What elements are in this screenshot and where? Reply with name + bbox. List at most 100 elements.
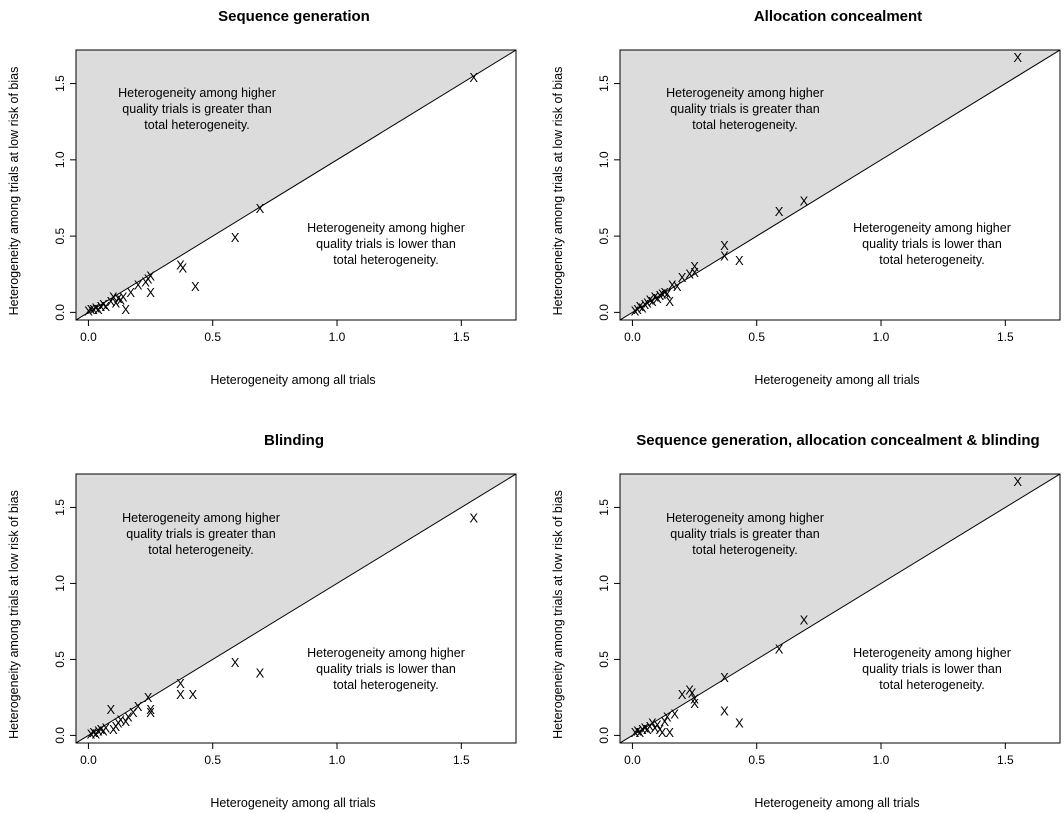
upper-annotation-line: Heterogeneity among higher bbox=[666, 511, 824, 525]
x-tick-label: 0.5 bbox=[748, 753, 765, 767]
data-point: X bbox=[109, 290, 118, 305]
data-point: X bbox=[660, 714, 669, 729]
upper-annotation-line: Heterogeneity among higher bbox=[122, 511, 280, 525]
data-point: X bbox=[126, 285, 135, 300]
data-point: X bbox=[141, 274, 150, 289]
y-tick-label: 0.0 bbox=[597, 727, 611, 744]
data-point: X bbox=[800, 194, 809, 209]
x-tick-label: 0.5 bbox=[204, 330, 221, 344]
data-point: X bbox=[660, 285, 669, 300]
y-tick-label: 0.0 bbox=[597, 304, 611, 321]
upper-annotation-line: quality trials is greater than bbox=[122, 102, 271, 116]
chart-title: Allocation concealment bbox=[754, 8, 922, 25]
x-tick-label: 0.5 bbox=[204, 753, 221, 767]
plot-frame bbox=[75, 49, 517, 321]
data-point: X bbox=[89, 302, 98, 317]
data-point: X bbox=[663, 710, 672, 725]
lower-annotation-line: total heterogeneity. bbox=[879, 678, 984, 692]
y-axis-label: Heterogeneity among trials at low risk o… bbox=[551, 490, 565, 739]
data-point: X bbox=[670, 707, 679, 722]
y-tick-label: 0.5 bbox=[597, 227, 611, 244]
data-point: X bbox=[109, 722, 118, 737]
upper-annotation-line: total heterogeneity. bbox=[148, 543, 253, 557]
data-point: X bbox=[469, 70, 478, 85]
data-point: X bbox=[106, 294, 115, 309]
lower-annotation-line: quality trials is lower than bbox=[862, 662, 1002, 676]
x-axis-label: Heterogeneity among all trials bbox=[210, 796, 375, 810]
data-point: X bbox=[256, 666, 265, 681]
data-point: X bbox=[99, 297, 108, 312]
y-tick-label: 0.0 bbox=[53, 727, 67, 744]
data-point: X bbox=[650, 720, 659, 735]
data-point: X bbox=[144, 690, 153, 705]
data-point: X bbox=[663, 287, 672, 302]
data-point: X bbox=[655, 288, 664, 303]
data-point: X bbox=[690, 691, 699, 706]
data-point: X bbox=[645, 719, 654, 734]
data-point: X bbox=[146, 268, 155, 283]
data-point: X bbox=[134, 277, 143, 292]
data-point: X bbox=[633, 723, 642, 738]
data-point: X bbox=[735, 253, 744, 268]
upper-annotation-line: total heterogeneity. bbox=[144, 118, 249, 132]
data-point: X bbox=[638, 300, 647, 315]
data-point: X bbox=[636, 299, 645, 314]
data-point: X bbox=[775, 641, 784, 656]
data-point: X bbox=[189, 687, 198, 702]
lower-annotation-line: total heterogeneity. bbox=[333, 678, 438, 692]
data-point: X bbox=[94, 723, 103, 738]
data-point: X bbox=[111, 296, 120, 311]
y-axis-label: Heterogeneity among trials at low risk o… bbox=[7, 67, 21, 316]
lower-annotation-line: total heterogeneity. bbox=[879, 253, 984, 267]
x-tick-label: 1.0 bbox=[329, 330, 346, 344]
data-point: X bbox=[800, 612, 809, 627]
data-point: X bbox=[678, 270, 687, 285]
data-point: X bbox=[641, 297, 650, 312]
x-tick-label: 0.0 bbox=[80, 753, 97, 767]
chart-title: Sequence generation, allocation concealm… bbox=[636, 432, 1039, 449]
x-tick-label: 1.0 bbox=[873, 330, 890, 344]
data-point: X bbox=[101, 299, 110, 314]
data-point: X bbox=[106, 702, 115, 717]
data-point: X bbox=[111, 719, 120, 734]
data-point: X bbox=[114, 716, 123, 731]
data-point: X bbox=[114, 291, 123, 306]
data-point: X bbox=[87, 726, 96, 741]
data-point: X bbox=[144, 271, 153, 286]
data-point: X bbox=[176, 258, 185, 273]
data-point: X bbox=[665, 725, 674, 740]
panel-3: Blinding 0.0 0.5 1.0 1.5 0.0 0.5 1.0 1.5 Heteroge… bbox=[7, 432, 517, 810]
y-tick-label: 1.5 bbox=[597, 499, 611, 516]
x-tick-label: 0.0 bbox=[624, 753, 641, 767]
lower-annotation-line: quality trials is lower than bbox=[316, 662, 456, 676]
data-point: X bbox=[146, 705, 155, 720]
reference-line bbox=[76, 50, 516, 320]
y-tick-label: 0.0 bbox=[53, 304, 67, 321]
y-tick-label: 1.5 bbox=[53, 75, 67, 92]
plot-frame bbox=[619, 473, 1061, 744]
data-point: X bbox=[631, 303, 640, 318]
data-point: X bbox=[685, 267, 694, 282]
upper-annotation-line: quality trials is greater than bbox=[126, 527, 275, 541]
data-point: X bbox=[116, 293, 125, 308]
lower-annotation-line: quality trials is lower than bbox=[316, 237, 456, 251]
data-point: X bbox=[650, 290, 659, 305]
data-point: X bbox=[631, 725, 640, 740]
data-point: X bbox=[655, 722, 664, 737]
data-point: X bbox=[690, 265, 699, 280]
data-point: X bbox=[176, 687, 185, 702]
data-point: X bbox=[665, 294, 674, 309]
data-point: X bbox=[97, 299, 106, 314]
data-point: X bbox=[191, 279, 200, 294]
data-point: X bbox=[735, 716, 744, 731]
data-point: X bbox=[119, 290, 128, 305]
data-point: X bbox=[146, 702, 155, 717]
chart-title: Blinding bbox=[264, 432, 324, 449]
data-point: X bbox=[720, 670, 729, 685]
y-axis-label: Heterogeneity among trials at low risk o… bbox=[551, 67, 565, 316]
x-tick-label: 0.0 bbox=[624, 330, 641, 344]
upper-annotation-line: Heterogeneity among higher bbox=[118, 86, 276, 100]
data-point: X bbox=[121, 302, 130, 317]
y-tick-label: 0.5 bbox=[53, 227, 67, 244]
